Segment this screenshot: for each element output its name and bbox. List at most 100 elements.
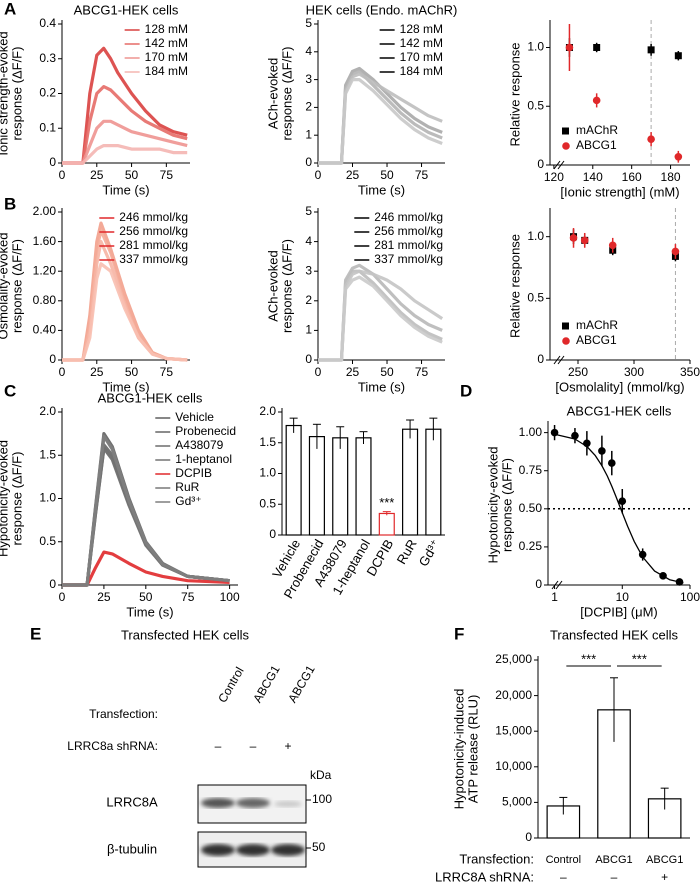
data-line bbox=[318, 269, 444, 362]
x-tick-label: Control bbox=[546, 854, 581, 866]
chart-title: ABCG1-HEK cells bbox=[98, 390, 203, 405]
lane-label: ABCG1 bbox=[250, 663, 283, 706]
legend-label: 281 mmol/kg bbox=[119, 238, 188, 252]
axis-break bbox=[553, 355, 561, 365]
bar bbox=[402, 428, 419, 536]
legend-label: 128 mM bbox=[400, 22, 443, 36]
x-tick-label: 25 bbox=[90, 365, 104, 379]
x-tick-label: 160 bbox=[622, 170, 642, 184]
x-tick-label: 100 bbox=[680, 590, 700, 604]
x-tick-label: 50 bbox=[125, 168, 139, 182]
y-axis-label: Relative response bbox=[507, 42, 522, 146]
y-tick-label: 0.5 bbox=[39, 534, 56, 548]
axis-break bbox=[557, 160, 565, 170]
y-tick-label: 1 bbox=[305, 323, 312, 337]
y-tick-label: 1.0 bbox=[259, 466, 276, 480]
data-point bbox=[647, 135, 655, 143]
x-tick-label: 25 bbox=[97, 590, 111, 604]
y-tick-label: 0.1 bbox=[39, 120, 56, 134]
chart-title: HEK cells (Endo. mAChR) bbox=[306, 2, 458, 17]
data-point bbox=[565, 43, 574, 52]
x-tick-label: ABCG1 bbox=[595, 854, 632, 866]
data-line bbox=[318, 275, 443, 362]
y-tick-label: 0 bbox=[49, 577, 56, 591]
kda-label: kDa bbox=[310, 768, 332, 782]
data-line bbox=[318, 66, 443, 165]
y-axis-label: ATP release (RLU) bbox=[465, 695, 480, 804]
y-tick-label: 0.5 bbox=[527, 98, 544, 112]
y-tick-label: 0.40 bbox=[33, 323, 57, 337]
data-line bbox=[318, 263, 443, 362]
y-axis-label: Relative response bbox=[507, 234, 522, 338]
row-label: LRRC8a shRNA: bbox=[67, 739, 158, 753]
y-axis-label: response (ΔF/F) bbox=[279, 239, 294, 333]
y-tick-label: 2.00 bbox=[33, 204, 57, 218]
y-tick-label: 1.20 bbox=[33, 263, 57, 277]
row-label: Transfection: bbox=[89, 707, 158, 721]
legend-label: 128 mM bbox=[145, 22, 188, 36]
legend-label: 170 mM bbox=[400, 50, 443, 64]
x-tick-label: 25 bbox=[346, 168, 360, 182]
y-tick-label: 0 bbox=[305, 352, 312, 366]
data-point bbox=[608, 241, 617, 250]
y-tick-label: 1.0 bbox=[527, 40, 544, 54]
sign: – bbox=[250, 739, 257, 753]
annotation: *** bbox=[632, 651, 647, 666]
chart-title: ABCG1-HEK cells bbox=[567, 403, 672, 418]
y-axis-label: Hypotonicity-evoked bbox=[0, 440, 10, 557]
bar bbox=[378, 512, 395, 536]
y-tick-label: 4 bbox=[305, 234, 312, 248]
y-tick-label: 1.5 bbox=[39, 447, 56, 461]
y-tick-label: 10,000 bbox=[495, 759, 532, 773]
data-line bbox=[554, 433, 684, 584]
chart-title: ABCG1-HEK cells bbox=[74, 2, 179, 17]
band bbox=[271, 844, 305, 856]
data-point bbox=[674, 52, 682, 60]
sign: – bbox=[611, 870, 618, 884]
data-point bbox=[569, 234, 578, 242]
western-blot: Transfected HEK cells Control ABCG1 ABCG… bbox=[67, 627, 332, 868]
y-tick-label: 1.60 bbox=[33, 234, 57, 248]
y-tick-label: 2.0 bbox=[259, 404, 276, 418]
y-tick-label: 0.80 bbox=[33, 293, 57, 307]
y-tick-label: 1.5 bbox=[259, 435, 276, 449]
x-tick-label: 300 bbox=[624, 365, 644, 379]
legend-label: 184 mM bbox=[400, 64, 443, 78]
y-tick-label: 4 bbox=[305, 44, 312, 58]
bar bbox=[332, 437, 349, 536]
x-axis-label: Time (s) bbox=[102, 379, 149, 394]
legend-swatch bbox=[562, 127, 569, 135]
data-point bbox=[607, 459, 616, 467]
y-tick-label: 0.50 bbox=[519, 501, 543, 515]
y-tick-label: 1.00 bbox=[519, 425, 543, 439]
y-axis-label: Hypotonicity-induced bbox=[451, 689, 466, 810]
axis-break bbox=[551, 580, 559, 590]
y-tick-label: 0.3 bbox=[39, 51, 56, 65]
y-tick-label: 1 bbox=[305, 127, 312, 141]
bar bbox=[355, 437, 372, 536]
axis-break bbox=[553, 160, 561, 170]
data-point bbox=[671, 247, 680, 256]
row-label: Transfection: bbox=[459, 851, 534, 866]
x-tick-label: 0 bbox=[315, 365, 322, 379]
y-tick-label: 2.0 bbox=[39, 404, 56, 418]
x-axis-label: Time (s) bbox=[126, 604, 173, 619]
y-tick-label: 0 bbox=[305, 155, 312, 169]
legend-swatch bbox=[562, 322, 569, 330]
panel-label: D bbox=[460, 381, 472, 400]
x-tick-label: 75 bbox=[160, 168, 174, 182]
sign: + bbox=[661, 870, 668, 884]
y-tick-label: 0 bbox=[49, 155, 56, 169]
data-point bbox=[592, 96, 601, 105]
panel-label: F bbox=[454, 624, 464, 643]
legend-label: ABCG1 bbox=[576, 333, 617, 347]
bar bbox=[425, 428, 442, 536]
data-point bbox=[618, 497, 627, 505]
data-point bbox=[593, 44, 601, 51]
data-point bbox=[598, 447, 606, 455]
x-tick-label: 140 bbox=[583, 170, 603, 184]
legend-label: 246 mmol/kg bbox=[374, 210, 443, 224]
x-tick-label: Gd³⁺ bbox=[416, 537, 443, 569]
y-tick-label: 3 bbox=[305, 263, 312, 277]
data-line bbox=[318, 72, 443, 165]
